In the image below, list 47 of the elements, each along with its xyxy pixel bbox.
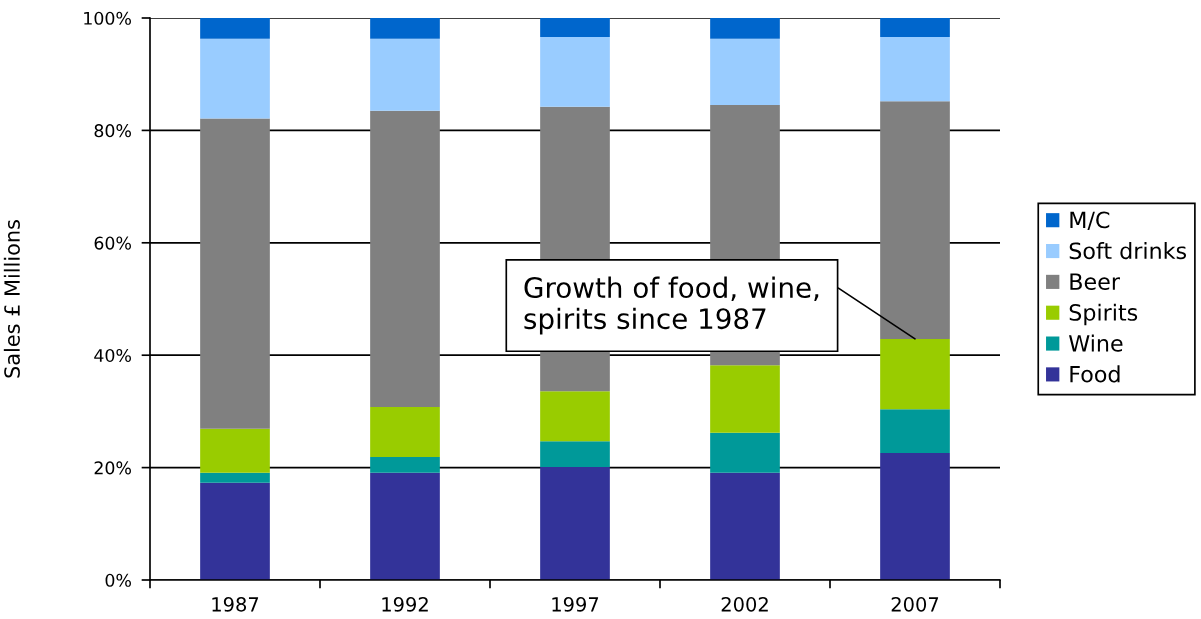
bar xyxy=(200,472,270,483)
x-tick-label: 2002 xyxy=(721,597,768,612)
x-tick-label: 1997 xyxy=(552,597,599,612)
bar xyxy=(710,432,780,473)
y-tick-label: 100% xyxy=(84,11,131,25)
y-axis-title: Sales £ Millions xyxy=(3,220,20,378)
bar xyxy=(880,101,950,339)
bar xyxy=(540,467,610,580)
bar xyxy=(200,482,270,580)
bar xyxy=(370,18,440,39)
bar xyxy=(370,406,440,457)
bar xyxy=(370,472,440,580)
bar xyxy=(540,37,610,107)
y-tick-label: 0% xyxy=(105,573,131,587)
bar xyxy=(710,365,780,433)
legend-label: Wine xyxy=(1068,334,1123,352)
legend-label: Beer xyxy=(1070,273,1120,291)
bar xyxy=(200,18,270,39)
y-tick-label: 80% xyxy=(94,124,131,138)
x-tick-label: 1987 xyxy=(212,597,259,612)
y-tick-label: 20% xyxy=(94,461,131,475)
bar xyxy=(370,110,440,407)
bar xyxy=(370,456,440,473)
bar xyxy=(710,38,780,106)
bar xyxy=(200,428,270,473)
annotation: Growth of food, wine, spirits since 1987 xyxy=(524,276,819,335)
x-tick-label: 2007 xyxy=(891,597,939,612)
legend-label: Soft drinks xyxy=(1069,241,1187,260)
bar xyxy=(710,472,780,580)
bar xyxy=(880,409,950,453)
bar xyxy=(880,338,950,410)
bar xyxy=(540,18,610,38)
bar xyxy=(880,452,950,580)
bar xyxy=(200,118,270,429)
y-tick-label: 40% xyxy=(94,348,131,363)
x-tick-label: 1992 xyxy=(382,597,428,612)
y-tick-label: 60% xyxy=(94,236,131,250)
bar xyxy=(540,441,610,468)
legend-label: Spirits xyxy=(1069,303,1138,326)
bar xyxy=(880,18,950,38)
bar xyxy=(370,38,440,111)
bar xyxy=(200,38,270,119)
legend-label: M/C xyxy=(1070,211,1110,231)
bar xyxy=(710,18,780,39)
bar xyxy=(880,37,950,102)
legend-label: Food xyxy=(1070,365,1120,383)
bar xyxy=(540,391,610,442)
